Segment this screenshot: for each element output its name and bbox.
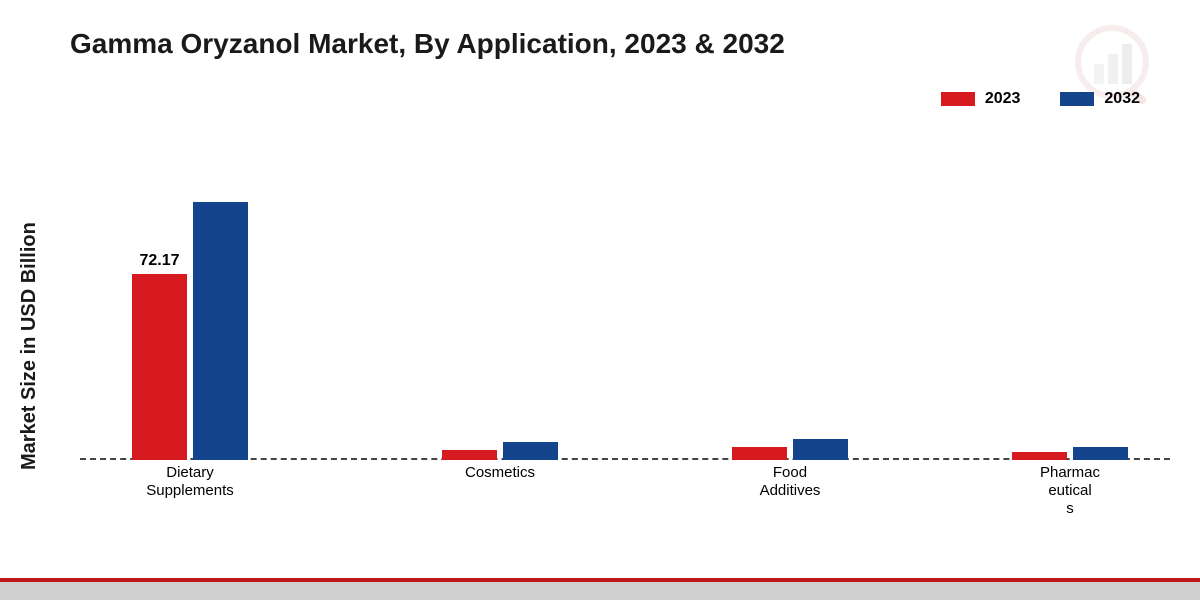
bar xyxy=(503,442,558,460)
bar xyxy=(193,202,248,460)
legend-item-2023: 2023 xyxy=(941,90,1021,108)
bar-group xyxy=(700,439,880,460)
legend-swatch-2023 xyxy=(941,92,975,106)
category-label: FoodAdditives xyxy=(700,464,880,500)
bar-group: 72.17 xyxy=(100,202,280,460)
bar xyxy=(793,439,848,460)
bar xyxy=(442,450,497,460)
plot-area: 72.17 DietarySupplements Cosmetics FoodAddi… xyxy=(80,150,1170,500)
bar-group xyxy=(410,442,590,460)
y-axis-label: Market Size in USD Billion xyxy=(18,222,41,470)
bar: 72.17 xyxy=(132,274,187,460)
category-label: DietarySupplements xyxy=(100,464,280,500)
chart-title: Gamma Oryzanol Market, By Application, 2… xyxy=(70,28,785,60)
bar xyxy=(1073,447,1128,460)
bar xyxy=(1012,452,1067,460)
legend-item-2032: 2032 xyxy=(1060,90,1140,108)
legend-label-2032: 2032 xyxy=(1104,90,1140,108)
bar-value-label: 72.17 xyxy=(139,252,179,274)
legend-swatch-2032 xyxy=(1060,92,1094,106)
bar-group xyxy=(980,447,1160,460)
bar xyxy=(732,447,787,460)
legend: 2023 2032 xyxy=(941,90,1140,108)
footer-bar xyxy=(0,582,1200,600)
legend-label-2023: 2023 xyxy=(985,90,1021,108)
category-label: Cosmetics xyxy=(410,464,590,482)
category-label: Pharmaceuticals xyxy=(980,464,1160,518)
